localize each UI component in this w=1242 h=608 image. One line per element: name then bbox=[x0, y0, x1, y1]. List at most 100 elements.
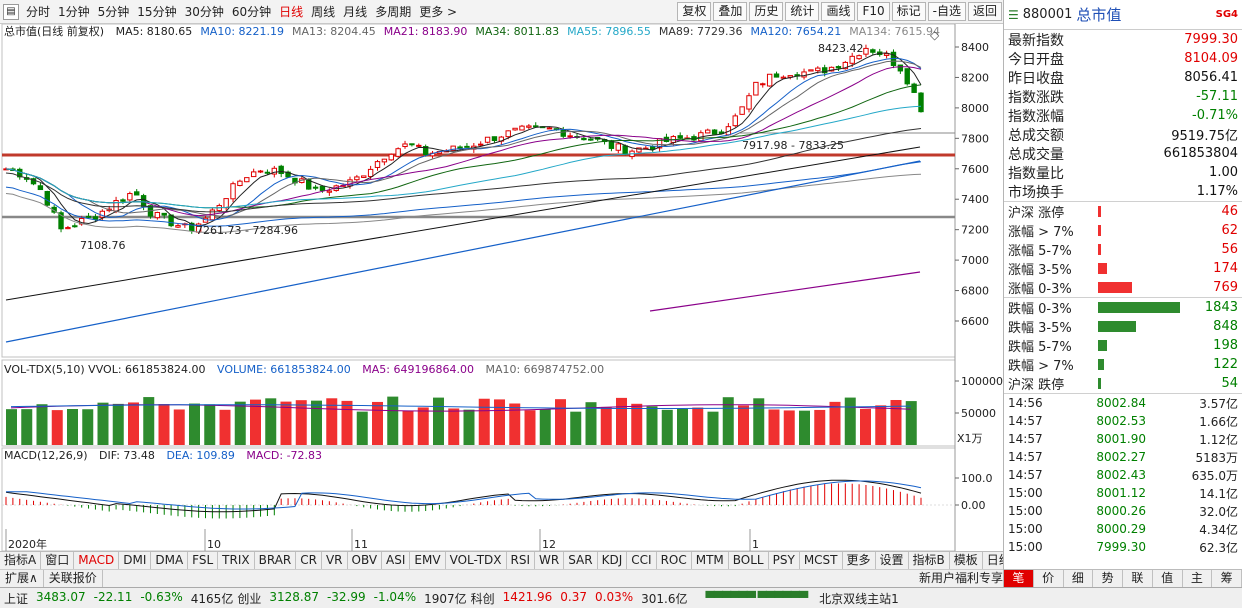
tick-list[interactable]: 14:56 8002.84 3.57亿 14:57 8002.53 1.66亿 14:57 8… bbox=[1004, 394, 1242, 556]
indicator-tab[interactable]: BOLL bbox=[729, 552, 769, 569]
ma-legend-item: MA5: 8180.65 bbox=[115, 25, 193, 38]
indicator-tab[interactable]: FSL bbox=[188, 552, 219, 569]
dist-bar bbox=[1098, 359, 1104, 370]
candle-body bbox=[395, 148, 401, 157]
promo-link[interactable]: 新用户福利专享 bbox=[918, 571, 1003, 585]
ma-legend: 总市值(日线 前复权) MA5: 8180.65 MA10: 8221.19 MA1… bbox=[4, 24, 956, 40]
quote-tab[interactable]: 细 bbox=[1064, 570, 1094, 587]
indicator-tab[interactable]: ROC bbox=[657, 552, 692, 569]
tick-volume: 4.34亿 bbox=[1199, 522, 1238, 537]
indicator-tab[interactable]: DMI bbox=[119, 552, 152, 569]
stat-row: 指数涨跌 -57.11 bbox=[1004, 87, 1242, 106]
ma-line bbox=[5, 128, 922, 213]
volume-bar bbox=[463, 409, 475, 445]
expand-arrow-icon[interactable]: ◇ bbox=[930, 28, 940, 42]
function-button[interactable]: 返回 bbox=[967, 2, 1002, 21]
period-button[interactable]: 5分钟 bbox=[97, 4, 130, 19]
indicator-tab[interactable]: CCI bbox=[627, 552, 657, 569]
indicator-tab[interactable]: BRAR bbox=[255, 552, 297, 569]
y-tick-label: 8200 bbox=[961, 71, 989, 84]
function-button[interactable]: -自选 bbox=[927, 2, 966, 21]
function-button[interactable]: 统计 bbox=[785, 2, 820, 21]
indicator-tab[interactable]: MACD bbox=[74, 552, 120, 569]
candle-body bbox=[127, 193, 133, 201]
period-button[interactable]: 15分钟 bbox=[137, 4, 177, 19]
candle-body bbox=[223, 198, 229, 209]
tick-time: 14:57 bbox=[1008, 468, 1043, 482]
indicator-tab[interactable]: 窗口 bbox=[41, 552, 75, 569]
index-quote[interactable]: 科创 1421.96 0.37 0.03% 301.6亿 bbox=[471, 590, 688, 607]
indicator-tab[interactable]: SAR bbox=[564, 552, 598, 569]
indicator-tab[interactable]: OBV bbox=[348, 552, 383, 569]
kline-chart-svg[interactable]: 8400 8200 8000 7800 7600 7400 7200 7000 6800 6600… bbox=[0, 24, 1003, 551]
tick-time: 15:00 bbox=[1008, 540, 1043, 554]
indicator-tab[interactable]: MTM bbox=[692, 552, 729, 569]
function-button[interactable]: 标记 bbox=[891, 2, 926, 21]
period-button[interactable]: 60分钟 bbox=[231, 4, 272, 19]
menu-icon[interactable]: ▤ bbox=[3, 3, 19, 20]
function-button[interactable]: 历史 bbox=[749, 2, 784, 21]
tick-row: 14:57 8002.27 5183万 bbox=[1004, 448, 1242, 466]
ma-legend-item: MA89: 7729.36 bbox=[658, 25, 743, 38]
quote-tab[interactable]: 势 bbox=[1093, 570, 1123, 587]
quote-tab[interactable]: 筹 bbox=[1212, 570, 1242, 587]
indicator-tab[interactable]: DMA bbox=[151, 552, 189, 569]
list-icon[interactable]: ☰ bbox=[1008, 7, 1019, 22]
quote-tab[interactable]: 笔 bbox=[1004, 570, 1034, 587]
period-button[interactable]: 月线 bbox=[343, 4, 368, 19]
index-quote[interactable]: 上证 3483.07 -22.11 -0.63% 4165亿 bbox=[4, 590, 233, 607]
index-quote-percent: 0.03% bbox=[595, 589, 634, 604]
function-button[interactable]: 画线 bbox=[821, 2, 856, 21]
function-button[interactable]: F10 bbox=[857, 2, 890, 21]
index-quote-change: -32.99 bbox=[326, 589, 366, 604]
period-button[interactable]: 更多 > bbox=[419, 4, 458, 19]
volume-bar bbox=[631, 403, 643, 445]
expand-tab[interactable]: 关联报价 bbox=[44, 570, 103, 587]
period-button[interactable]: 30分钟 bbox=[184, 4, 224, 19]
vol-y-tick-label: 50000 bbox=[961, 407, 996, 420]
quote-tab[interactable]: 主 bbox=[1183, 570, 1213, 587]
indicator-tab[interactable]: RSI bbox=[507, 552, 536, 569]
expand-tab[interactable]: 扩展∧ bbox=[0, 570, 44, 587]
volume-bar bbox=[707, 411, 719, 445]
volume-bar bbox=[250, 399, 261, 445]
period-button[interactable]: 多周期 bbox=[375, 4, 412, 19]
indicator-tab[interactable]: KDJ bbox=[598, 552, 628, 569]
quote-tab[interactable]: 联 bbox=[1123, 570, 1153, 587]
price-annotation: 7261.73 - 7284.96 bbox=[196, 224, 298, 237]
volume-ma10: MA10: 669874752.00 bbox=[485, 363, 605, 376]
period-button[interactable]: 分时 bbox=[26, 4, 51, 19]
indicator-tab[interactable]: 设置 bbox=[876, 552, 909, 569]
function-button[interactable]: 复权 bbox=[677, 2, 712, 21]
indicator-tab[interactable]: 更多 bbox=[843, 552, 876, 569]
indicator-right-tab[interactable]: 模板 bbox=[950, 552, 983, 569]
period-button[interactable]: 日线 bbox=[279, 4, 304, 19]
indicator-tab[interactable]: MCST bbox=[800, 552, 843, 569]
candle-body bbox=[505, 130, 511, 138]
y-tick-label: 8000 bbox=[961, 102, 989, 115]
ma-legend-item: MA13: 8204.45 bbox=[292, 25, 376, 38]
dist-label: 沪深 涨停 bbox=[1008, 206, 1065, 221]
kline-chart-area[interactable]: 8400 8200 8000 7800 7600 7400 7200 7000 6800 6600… bbox=[0, 24, 1003, 551]
indicator-tab[interactable]: VOL-TDX bbox=[446, 552, 507, 569]
candle-body bbox=[870, 49, 876, 53]
indicator-tab[interactable]: EMV bbox=[410, 552, 446, 569]
indicator-tab[interactable]: CR bbox=[296, 552, 322, 569]
indicator-tab[interactable]: ASI bbox=[382, 552, 411, 569]
function-button[interactable]: 叠加 bbox=[713, 2, 748, 21]
index-quote-amount: 301.6亿 bbox=[641, 591, 688, 606]
indicator-tab[interactable]: 指标A bbox=[0, 552, 42, 569]
period-button[interactable]: 1分钟 bbox=[58, 4, 90, 19]
volume-bar bbox=[128, 402, 139, 445]
expand-tabs: 扩展∧ 关联报价 bbox=[0, 569, 1003, 587]
period-button[interactable]: 周线 bbox=[311, 4, 336, 19]
indicator-right-tab[interactable]: 指标B bbox=[909, 552, 950, 569]
indicator-tab[interactable]: TRIX bbox=[218, 552, 255, 569]
indicator-tab[interactable]: PSY bbox=[769, 552, 800, 569]
indicator-tab[interactable]: WR bbox=[535, 552, 565, 569]
indicator-tab[interactable]: VR bbox=[322, 552, 348, 569]
dist-count: 122 bbox=[1213, 357, 1238, 372]
index-quote[interactable]: 创业 3128.87 -32.99 -1.04% 1907亿 bbox=[237, 590, 466, 607]
quote-tab[interactable]: 值 bbox=[1153, 570, 1183, 587]
quote-tab[interactable]: 价 bbox=[1034, 570, 1064, 587]
